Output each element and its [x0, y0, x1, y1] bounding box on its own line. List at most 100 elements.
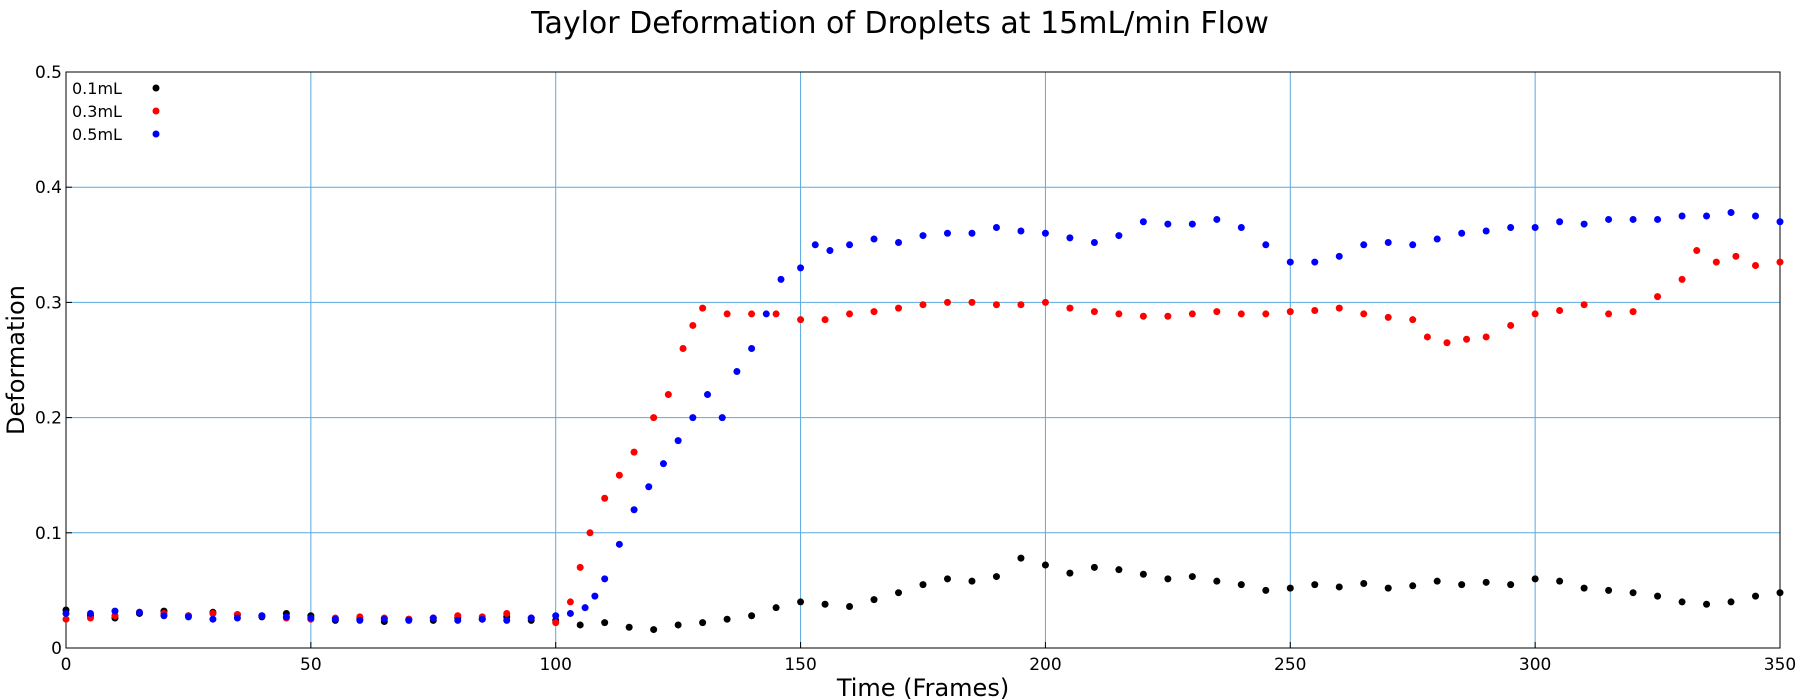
data-point	[992, 224, 1000, 232]
data-point	[1262, 310, 1270, 318]
data-points	[62, 209, 1784, 634]
data-point	[1164, 220, 1172, 228]
data-point	[1164, 575, 1172, 583]
data-point	[630, 506, 638, 514]
data-point	[581, 604, 589, 612]
data-point	[1384, 313, 1392, 321]
data-point	[1531, 310, 1539, 318]
data-point	[699, 619, 707, 627]
data-point	[1580, 301, 1588, 309]
data-point	[797, 316, 805, 324]
data-point	[1458, 581, 1466, 589]
data-point	[1311, 581, 1319, 589]
data-point	[1629, 215, 1637, 223]
data-point	[380, 615, 388, 623]
data-point	[552, 619, 560, 627]
data-point	[1360, 579, 1368, 587]
data-point	[968, 298, 976, 306]
data-point	[1556, 306, 1564, 314]
data-point	[1776, 218, 1784, 226]
data-point	[772, 310, 780, 318]
data-point	[1712, 258, 1720, 266]
data-point	[811, 241, 819, 249]
data-point	[1693, 247, 1701, 255]
data-point	[1066, 569, 1074, 577]
data-point	[576, 563, 584, 571]
data-point	[1017, 227, 1025, 235]
data-point	[1041, 298, 1049, 306]
data-point	[1384, 584, 1392, 592]
data-point	[1335, 304, 1343, 312]
data-point	[258, 612, 266, 620]
data-point	[699, 304, 707, 312]
data-point	[895, 589, 903, 597]
series-0.1mL	[62, 554, 1784, 634]
data-point	[1654, 215, 1662, 223]
data-point	[1556, 577, 1564, 585]
data-point	[1286, 308, 1294, 316]
data-point	[356, 616, 364, 624]
data-point	[674, 437, 682, 445]
data-point	[1384, 238, 1392, 246]
data-point	[895, 304, 903, 312]
data-point	[1654, 592, 1662, 600]
data-point	[1360, 241, 1368, 249]
data-point	[552, 612, 560, 620]
x-axis-title: Time (Frames)	[836, 674, 1009, 700]
x-tick-label: 200	[1029, 655, 1061, 675]
data-point	[1090, 308, 1098, 316]
data-point	[1423, 333, 1431, 341]
data-point	[1605, 586, 1613, 594]
data-point	[821, 316, 829, 324]
legend-marker	[152, 107, 160, 115]
data-point	[527, 614, 535, 622]
data-point	[826, 247, 834, 255]
data-point	[1752, 592, 1760, 600]
data-point	[846, 310, 854, 318]
data-point	[111, 607, 119, 615]
data-point	[1580, 584, 1588, 592]
data-point	[650, 626, 658, 634]
data-point	[282, 613, 290, 621]
data-point	[1115, 232, 1123, 240]
legend: 0.1mL 0.3mL 0.5mL	[72, 79, 160, 144]
data-point	[601, 575, 609, 583]
data-point	[1443, 339, 1451, 347]
data-point	[1213, 577, 1221, 585]
data-point	[454, 616, 462, 624]
data-point	[1678, 275, 1686, 283]
data-point	[679, 344, 687, 352]
data-point	[1507, 581, 1515, 589]
data-point	[1286, 258, 1294, 266]
data-point	[1507, 224, 1515, 232]
data-point	[689, 414, 697, 422]
data-point	[1090, 238, 1098, 246]
data-point	[1703, 600, 1711, 608]
data-point	[895, 238, 903, 246]
data-point	[62, 615, 70, 623]
data-point	[718, 414, 726, 422]
data-point	[1531, 575, 1539, 583]
data-point	[601, 494, 609, 502]
data-point	[659, 460, 667, 468]
data-point	[615, 540, 623, 548]
data-point	[1556, 218, 1564, 226]
y-tick-label: 0.3	[35, 293, 62, 313]
data-point	[1335, 252, 1343, 260]
data-point	[772, 604, 780, 612]
y-tick-label: 0.1	[35, 524, 62, 544]
x-tick-label: 100	[539, 655, 571, 675]
data-point	[919, 581, 927, 589]
data-point	[503, 616, 511, 624]
data-point	[919, 232, 927, 240]
data-point	[664, 391, 672, 399]
data-point	[1237, 224, 1245, 232]
data-point	[1433, 577, 1441, 585]
data-point	[1286, 584, 1294, 592]
legend-marker	[152, 130, 160, 138]
data-point	[870, 596, 878, 604]
data-point	[1237, 310, 1245, 318]
axis-ticks: 0 50 100 150 200 250 300 350 0 0.1 0.2 0.3 0.4 0.5	[35, 63, 1796, 675]
data-point	[233, 614, 241, 622]
data-point	[1213, 215, 1221, 223]
